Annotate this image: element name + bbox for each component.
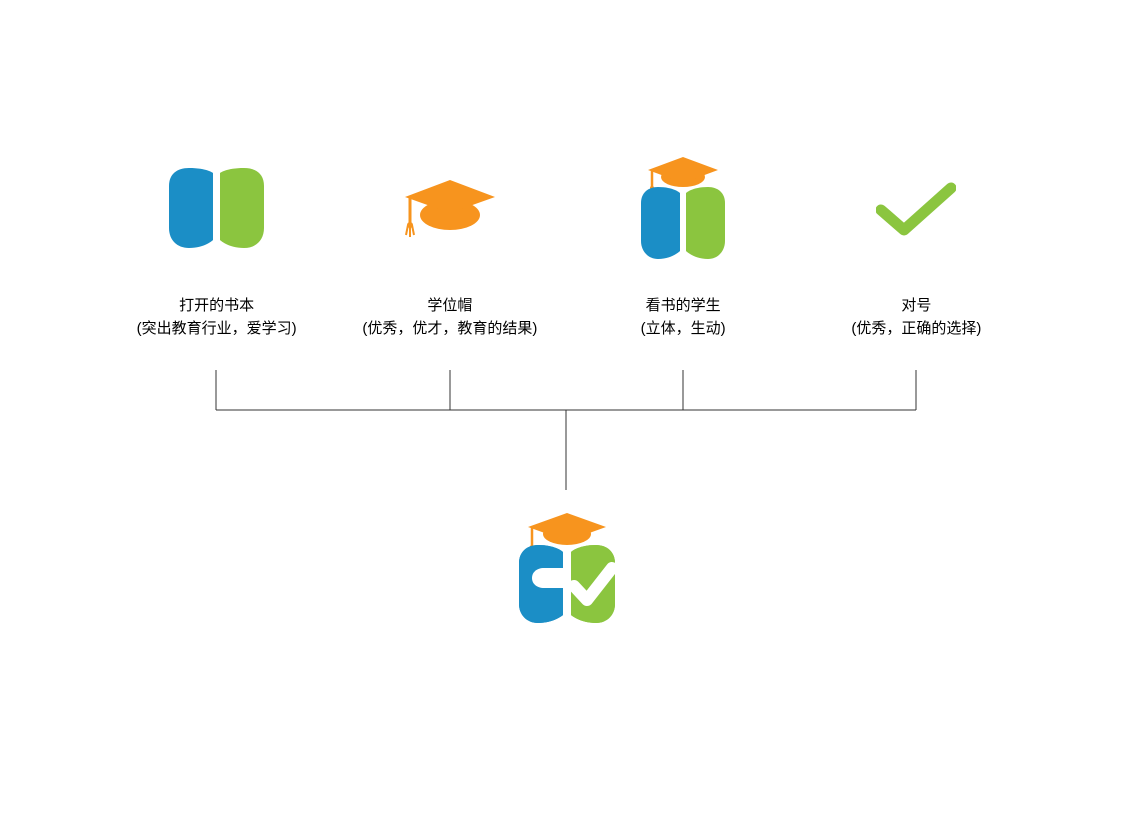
connector-lines xyxy=(0,370,1133,520)
icon-cell-check: 对号 (优秀，正确的选择) xyxy=(806,155,1026,340)
label-cap: 学位帽 (优秀，优才，教育的结果) xyxy=(362,295,537,340)
diagram-canvas: 打开的书本 (突出教育行业，爱学习) 学位帽 (优秀，优才，教育的结果) xyxy=(0,0,1133,823)
label-check-subtitle: (优秀，正确的选择) xyxy=(851,318,981,341)
label-check-title: 对号 xyxy=(851,295,981,318)
student-reading-icon xyxy=(628,155,738,265)
label-cap-subtitle: (优秀，优才，教育的结果) xyxy=(362,318,537,341)
icon-cell-cap: 学位帽 (优秀，优才，教育的结果) xyxy=(340,155,560,340)
open-book-icon xyxy=(162,155,272,265)
icon-cell-student: 看书的学生 (立体，生动) xyxy=(573,155,793,340)
combined-logo-icon xyxy=(512,510,622,630)
label-book-title: 打开的书本 xyxy=(137,295,297,318)
label-student-title: 看书的学生 xyxy=(641,295,726,318)
label-student-subtitle: (立体，生动) xyxy=(641,318,726,341)
icon-cell-book: 打开的书本 (突出教育行业，爱学习) xyxy=(107,155,327,340)
label-student: 看书的学生 (立体，生动) xyxy=(641,295,726,340)
icon-row: 打开的书本 (突出教育行业，爱学习) 学位帽 (优秀，优才，教育的结果) xyxy=(0,155,1133,340)
label-book: 打开的书本 (突出教育行业，爱学习) xyxy=(137,295,297,340)
checkmark-icon xyxy=(861,155,971,265)
graduation-cap-icon xyxy=(395,155,505,265)
label-cap-title: 学位帽 xyxy=(362,295,537,318)
label-check: 对号 (优秀，正确的选择) xyxy=(851,295,981,340)
label-book-subtitle: (突出教育行业，爱学习) xyxy=(137,318,297,341)
